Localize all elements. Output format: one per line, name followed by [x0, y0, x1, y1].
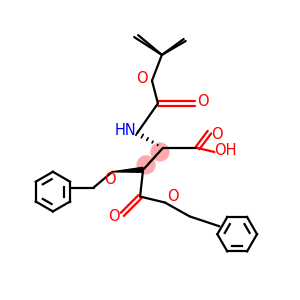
- Text: HN: HN: [114, 123, 136, 138]
- Text: O: O: [109, 209, 120, 224]
- Circle shape: [137, 156, 155, 174]
- Text: O: O: [105, 172, 116, 187]
- Polygon shape: [112, 167, 143, 172]
- Text: O: O: [167, 189, 178, 204]
- Text: O: O: [212, 127, 223, 142]
- Text: O: O: [136, 71, 148, 86]
- Text: OH: OH: [214, 142, 236, 158]
- Circle shape: [151, 143, 169, 161]
- Text: O: O: [197, 94, 208, 109]
